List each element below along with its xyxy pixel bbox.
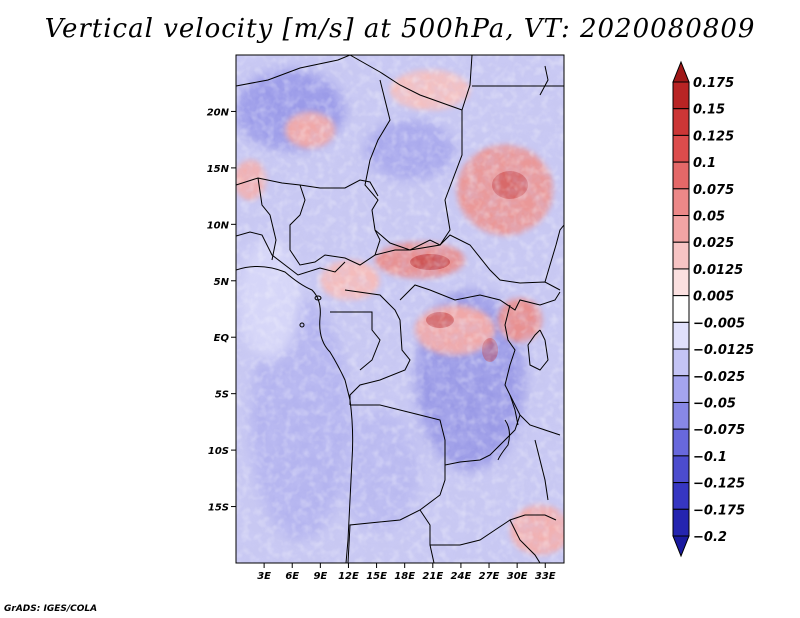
country-borders — [236, 55, 564, 563]
colorbar-label: 0.005 — [693, 290, 734, 305]
y-axis: 20N 15N 10N 5N EQ 5S 10S 15S — [207, 107, 236, 514]
map-frame — [235, 54, 565, 564]
colorbar-swatch — [672, 134, 690, 163]
colorbar-swatch — [672, 348, 690, 377]
colorbar-swatch — [672, 375, 690, 403]
colorbar-swatch — [672, 161, 690, 190]
colorbar-label: −0.025 — [693, 370, 745, 385]
colorbar-label: −0.125 — [693, 477, 745, 492]
colorbar-swatch — [672, 401, 690, 430]
colorbar-label: 0.125 — [693, 129, 734, 144]
x-tick-label: 18E — [394, 571, 415, 582]
x-tick-label: 6E — [285, 571, 299, 582]
colorbar-swatch — [672, 81, 690, 110]
colorbar-label: 0.0125 — [693, 263, 743, 278]
colorbar-swatch — [672, 295, 690, 323]
y-tick-label: 10N — [207, 220, 230, 231]
colorbar: 0.175 0.15 0.125 0.1 0.075 0.05 0.025 0.0125 0.0… — [672, 60, 754, 558]
x-tick-label: 12E — [338, 571, 359, 582]
colorbar-label: 0.175 — [693, 76, 734, 91]
colorbar-swatch — [672, 188, 690, 217]
y-tick-label: 15S — [208, 503, 229, 514]
colorbar-swatch — [672, 241, 690, 270]
colorbar-label: −0.1 — [693, 450, 727, 465]
grads-credit: GrADS: IGES/COLA — [4, 604, 98, 614]
x-tick-label: 15E — [366, 571, 387, 582]
velocity-field — [236, 55, 564, 563]
colorbar-swatch — [672, 108, 690, 136]
colorbar-label: −0.175 — [693, 503, 745, 518]
x-axis: 3E 6E 9E 12E 15E 18E 21E 24E 27E 30E 33E — [257, 563, 556, 582]
colorbar-swatch — [672, 268, 690, 297]
colorbar-swatch — [672, 482, 690, 510]
y-tick-label: EQ — [214, 333, 230, 344]
colorbar-swatch — [672, 428, 690, 457]
x-tick-label: 24E — [451, 571, 472, 582]
colorbar-label: −0.0125 — [693, 343, 754, 358]
y-tick-label: 20N — [207, 107, 230, 118]
colorbar-label: 0.1 — [693, 156, 716, 171]
colorbar-label: −0.05 — [693, 396, 736, 411]
colorbar-label: −0.005 — [693, 316, 745, 331]
x-tick-label: 9E — [313, 571, 327, 582]
colorbar-swatch — [672, 508, 690, 537]
colorbar-swatch — [672, 215, 690, 243]
colorbar-swatch — [672, 321, 690, 350]
y-tick-label: 10S — [208, 446, 229, 457]
colorbar-label: 0.025 — [693, 236, 734, 251]
x-tick-label: 30E — [507, 571, 528, 582]
y-tick-label: 15N — [207, 164, 230, 175]
y-tick-label: 5S — [215, 390, 229, 401]
colorbar-label: 0.05 — [693, 210, 725, 225]
colorbar-swatch — [672, 60, 690, 83]
colorbar-label: −0.2 — [693, 530, 727, 545]
colorbar-label: 0.075 — [693, 183, 734, 198]
x-tick-label: 27E — [479, 571, 500, 582]
colorbar-swatch — [672, 455, 690, 484]
colorbar-label: −0.075 — [693, 423, 745, 438]
colorbar-swatch — [672, 535, 690, 558]
x-tick-label: 33E — [535, 571, 556, 582]
x-tick-label: 21E — [422, 571, 443, 582]
y-tick-label: 5N — [214, 277, 230, 288]
colorbar-label: 0.15 — [693, 103, 725, 118]
map-title: Vertical velocity [m/s] at 500hPa, VT: 2… — [44, 14, 756, 44]
x-tick-label: 3E — [257, 571, 271, 582]
